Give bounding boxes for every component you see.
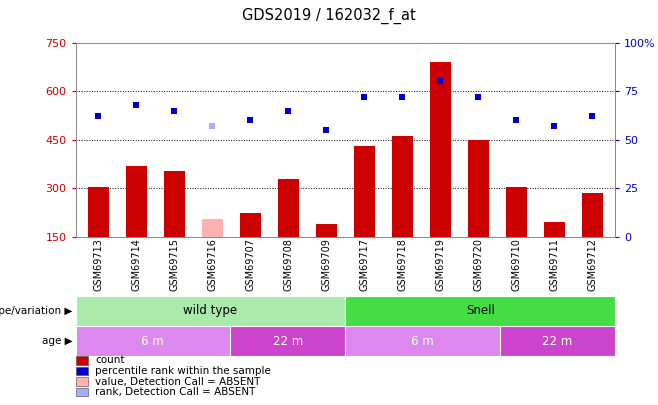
Text: 6 m: 6 m xyxy=(141,335,164,348)
Text: genotype/variation ▶: genotype/variation ▶ xyxy=(0,306,72,316)
Bar xyxy=(278,179,299,237)
Bar xyxy=(202,219,223,237)
Bar xyxy=(126,166,147,237)
Point xyxy=(511,117,522,124)
Text: count: count xyxy=(95,356,125,365)
Point xyxy=(207,123,218,129)
Bar xyxy=(76,296,345,326)
Text: Snell: Snell xyxy=(466,304,495,318)
Text: 22 m: 22 m xyxy=(272,335,303,348)
Bar xyxy=(345,326,499,356)
Point xyxy=(245,117,256,124)
Point xyxy=(435,78,445,85)
Bar xyxy=(499,326,615,356)
Text: rank, Detection Call = ABSENT: rank, Detection Call = ABSENT xyxy=(95,387,256,397)
Text: value, Detection Call = ABSENT: value, Detection Call = ABSENT xyxy=(95,377,261,386)
Point xyxy=(397,94,408,100)
Text: GDS2019 / 162032_f_at: GDS2019 / 162032_f_at xyxy=(242,8,416,24)
Bar xyxy=(164,171,185,237)
Bar xyxy=(230,326,345,356)
Bar xyxy=(506,187,527,237)
Text: age ▶: age ▶ xyxy=(41,336,72,346)
Point xyxy=(169,107,180,114)
Text: 6 m: 6 m xyxy=(411,335,434,348)
Text: 22 m: 22 m xyxy=(542,335,572,348)
Point xyxy=(93,113,104,119)
Point xyxy=(359,94,370,100)
Bar xyxy=(354,146,375,237)
Bar xyxy=(88,187,109,237)
Bar xyxy=(76,326,230,356)
Point xyxy=(283,107,293,114)
Text: percentile rank within the sample: percentile rank within the sample xyxy=(95,366,271,376)
Bar xyxy=(430,62,451,237)
Point xyxy=(587,113,597,119)
Bar xyxy=(392,136,413,237)
Bar xyxy=(316,224,337,237)
Point xyxy=(473,94,484,100)
Point xyxy=(321,127,332,133)
Bar xyxy=(345,296,615,326)
Bar xyxy=(468,140,489,237)
Text: wild type: wild type xyxy=(184,304,238,318)
Bar xyxy=(240,213,261,237)
Bar xyxy=(544,222,565,237)
Point xyxy=(549,123,560,129)
Point xyxy=(131,102,141,108)
Bar xyxy=(582,193,603,237)
